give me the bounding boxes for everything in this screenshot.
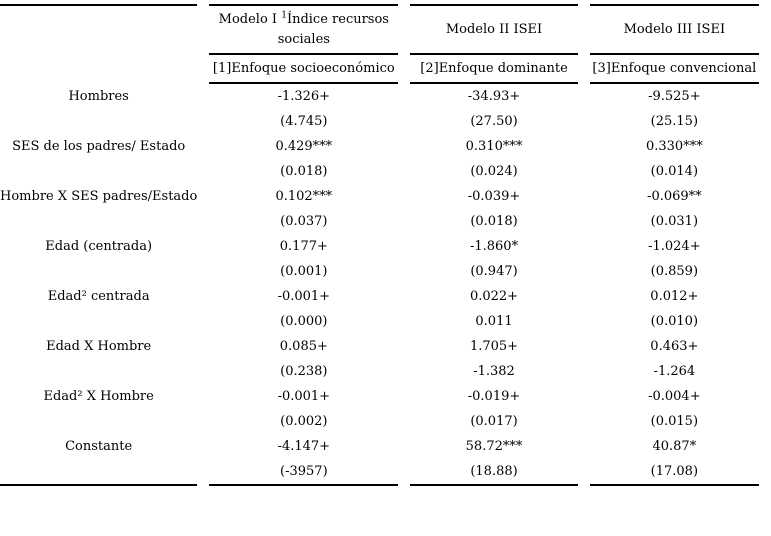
row-label: SES de los padres/ Estado — [12, 138, 186, 154]
model-header-row: Modelo I 1Índice recursos sociales Model… — [0, 4, 759, 55]
coef-cell: -1.860* — [469, 238, 519, 254]
model-header-3-text: Modelo III ISEI — [623, 21, 726, 37]
empty-cell — [0, 309, 197, 334]
table-row-se: (0.000) 0.011 (0.010) — [0, 309, 759, 334]
se-cell: -1.264 — [653, 363, 696, 379]
coef-cell: -4.147+ — [277, 438, 331, 454]
table-row-se: (0.238) -1.382 -1.264 — [0, 359, 759, 384]
table-row-coef: SES de los padres/ Estado 0.429*** 0.310… — [0, 134, 759, 159]
coef-cell: 0.463+ — [650, 338, 699, 354]
table-row-coef: Edad X Hombre 0.085+ 1.705+ 0.463+ — [0, 334, 759, 359]
se-cell: (0.031) — [650, 213, 699, 229]
se-cell: -1.382 — [473, 363, 515, 379]
table-row-coef: Hombres -1.326+ -34.93+ -9.525+ — [0, 84, 759, 109]
coef-cell: 58.72*** — [465, 438, 523, 454]
table-row-se: (4.745) (27.50) (25.15) — [0, 109, 759, 134]
approach-header-3: [3]Enfoque convencional — [589, 55, 759, 84]
coef-cell: -0.069** — [647, 188, 702, 204]
coef-cell: 0.102*** — [275, 188, 333, 204]
coef-cell: -0.001+ — [277, 388, 331, 404]
se-cell: (0.238) — [280, 363, 328, 379]
se-cell: (0.037) — [280, 213, 328, 229]
regression-table: Modelo I 1Índice recursos sociales Model… — [0, 4, 771, 486]
row-label: Edad (centrada) — [45, 238, 153, 254]
se-cell: (4.745) — [280, 113, 328, 129]
coef-cell: -1.326+ — [277, 88, 331, 104]
model-header-1: Modelo I 1Índice recursos sociales — [209, 4, 399, 55]
coef-cell: -0.004+ — [648, 388, 701, 404]
se-cell: (25.15) — [650, 113, 699, 129]
se-cell: (0.000) — [280, 313, 328, 329]
row-label: Edad² X Hombre — [43, 388, 154, 404]
se-cell: (0.001) — [280, 263, 328, 279]
coef-cell: -9.525+ — [648, 88, 701, 104]
approach-header-row: [1]Enfoque socioeconómico [2]Enfoque dom… — [0, 55, 759, 84]
table-row-coef: Constante -4.147+ 58.72*** 40.87* — [0, 434, 759, 459]
coef-cell: 0.177+ — [279, 238, 328, 254]
coef-cell: 40.87* — [652, 438, 697, 454]
table-row-coef: Hombre X SES padres/Estado 0.102*** -0.0… — [0, 184, 759, 209]
se-cell: 0.011 — [475, 313, 513, 329]
empty-cell — [0, 359, 197, 384]
model-header-1-rest: Índice recursos sociales — [277, 12, 389, 47]
table-row-coef: Edad² centrada -0.001+ 0.022+ 0.012+ — [0, 284, 759, 309]
coef-cell: 0.012+ — [650, 288, 699, 304]
approach-header-1: [1]Enfoque socioeconómico — [209, 55, 399, 84]
empty-cell — [0, 409, 197, 434]
coef-cell: 1.705+ — [469, 338, 519, 354]
row-label: Edad² centrada — [47, 288, 150, 304]
row-label: Hombres — [68, 88, 129, 104]
se-cell: (0.024) — [470, 163, 518, 179]
se-cell: (0.002) — [280, 413, 328, 429]
coef-cell: -0.039+ — [467, 188, 521, 204]
empty-cell — [0, 209, 197, 234]
table-row-se: (0.001) (0.947) (0.859) — [0, 259, 759, 284]
se-cell: (0.018) — [470, 213, 518, 229]
empty-cell — [0, 259, 197, 284]
se-cell: (0.015) — [650, 413, 699, 429]
table-row-se: (-3957) (18.88) (17.08) — [0, 459, 759, 486]
empty-cell — [0, 55, 197, 84]
se-cell: (-3957) — [209, 459, 399, 486]
coef-cell: -0.019+ — [467, 388, 521, 404]
coef-cell: -1.024+ — [648, 238, 701, 254]
model-header-3: Modelo III ISEI — [589, 4, 759, 55]
coef-cell: -0.001+ — [277, 288, 331, 304]
table-row-coef: Edad (centrada) 0.177+ -1.860* -1.024+ — [0, 234, 759, 259]
se-cell: (0.017) — [470, 413, 518, 429]
footnote-marker: 1 — [281, 10, 287, 21]
se-cell: (0.859) — [650, 263, 699, 279]
coef-cell: -34.93+ — [467, 88, 521, 104]
se-cell: (0.947) — [470, 263, 518, 279]
approach-header-2: [2]Enfoque dominante — [410, 55, 578, 84]
table-row-coef: Edad² X Hombre -0.001+ -0.019+ -0.004+ — [0, 384, 759, 409]
table-row-se: (0.037) (0.018) (0.031) — [0, 209, 759, 234]
coef-cell: 0.085+ — [279, 338, 328, 354]
table-row-se: (0.018) (0.024) (0.014) — [0, 159, 759, 184]
row-label: Constante — [65, 438, 133, 454]
se-cell: (0.014) — [650, 163, 699, 179]
row-label: Hombre X SES padres/Estado — [0, 188, 198, 204]
row-label: Edad X Hombre — [46, 338, 152, 354]
model-header-1-text: Modelo I — [218, 12, 282, 27]
se-cell: (18.88) — [410, 459, 578, 486]
coef-cell: 0.429*** — [275, 138, 333, 154]
coef-cell: 0.310*** — [465, 138, 523, 154]
coef-cell: 0.022+ — [469, 288, 519, 304]
model-header-2: Modelo II ISEI — [410, 4, 578, 55]
coef-cell: 0.330*** — [645, 138, 703, 154]
se-cell: (27.50) — [470, 113, 518, 129]
se-cell: (0.018) — [280, 163, 328, 179]
se-cell: (17.08) — [589, 459, 759, 486]
empty-cell — [0, 109, 197, 134]
empty-cell — [0, 459, 198, 486]
se-cell: (0.010) — [650, 313, 699, 329]
corner-cell — [0, 4, 198, 55]
empty-cell — [0, 159, 197, 184]
table-row-se: (0.002) (0.017) (0.015) — [0, 409, 759, 434]
model-header-2-text: Modelo II ISEI — [445, 21, 543, 37]
